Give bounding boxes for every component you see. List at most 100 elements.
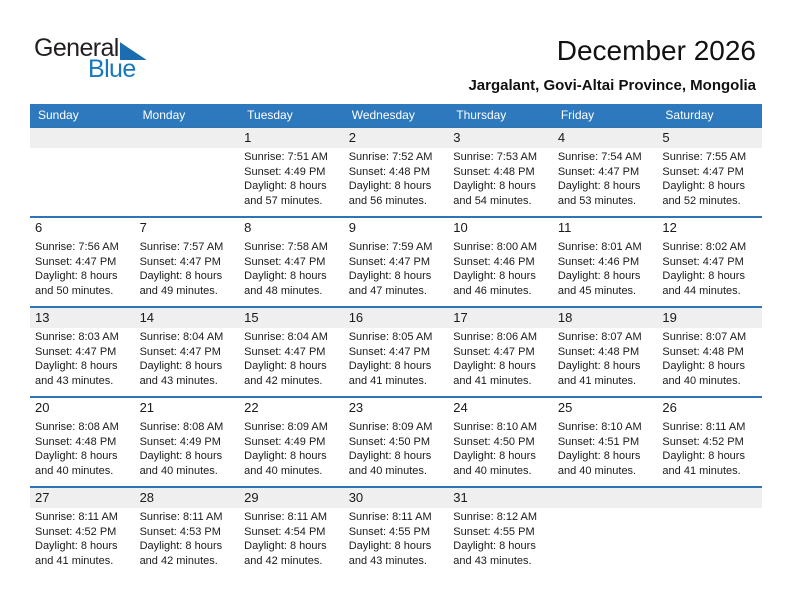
calendar: Sunday Monday Tuesday Wednesday Thursday Frid… bbox=[30, 104, 762, 574]
daylight1-text: Daylight: 8 hours bbox=[244, 450, 327, 462]
sunrise-text: Sunrise: 7:59 AM bbox=[348, 241, 433, 253]
daylight2-text: and 57 minutes. bbox=[244, 194, 323, 207]
day-cell-3: 3 Sunrise: 7:53 AM Sunset: 4:48 PM Daylight… bbox=[448, 128, 553, 216]
daylight2-text: and 40 minutes. bbox=[453, 464, 532, 477]
logo-text-blue: Blue bbox=[88, 55, 136, 83]
day-number: 10 bbox=[453, 220, 468, 235]
sun-info: Sunrise: 8:03 AM Sunset: 4:47 PM Daylight:… bbox=[30, 328, 135, 388]
day-cell-30: 30 Sunrise: 8:11 AM Sunset: 4:55 PM Dayligh… bbox=[343, 488, 449, 574]
day-number: 24 bbox=[453, 400, 468, 415]
day-number: 30 bbox=[343, 488, 449, 508]
general-blue-logo: General Blue bbox=[34, 36, 147, 82]
sunset-text: Sunset: 4:55 PM bbox=[348, 525, 431, 538]
daylight2-text: and 42 minutes. bbox=[244, 374, 323, 387]
sunset-text: Sunset: 4:53 PM bbox=[139, 525, 221, 538]
sun-info: Sunrise: 8:08 AM Sunset: 4:49 PM Daylight:… bbox=[135, 418, 240, 478]
sunset-text: Sunset: 4:55 PM bbox=[453, 525, 535, 538]
weekday-header-saturday: Saturday bbox=[665, 108, 714, 122]
sunrise-text: Sunrise: 8:03 AM bbox=[35, 331, 119, 343]
sunset-text: Sunset: 4:47 PM bbox=[662, 255, 744, 268]
day-cell-28: 28 Sunrise: 8:11 AM Sunset: 4:53 PM Dayligh… bbox=[134, 488, 240, 574]
sun-info: Sunrise: 7:58 AM Sunset: 4:47 PM Daylight:… bbox=[239, 238, 344, 298]
day-number: 5 bbox=[657, 128, 762, 148]
sunrise-text: Sunrise: 8:07 AM bbox=[557, 331, 642, 343]
day-cell-24: 24 Sunrise: 8:10 AM Sunset: 4:50 PM Dayligh… bbox=[448, 398, 553, 486]
weekday-header-friday: Friday bbox=[560, 108, 595, 122]
day-cell-15: 15 Sunrise: 8:04 AM Sunset: 4:47 PM Dayligh… bbox=[239, 308, 344, 396]
day-number: 28 bbox=[134, 488, 240, 508]
day-cell-25: 25 Sunrise: 8:10 AM Sunset: 4:51 PM Dayligh… bbox=[553, 398, 658, 486]
daylight2-text: and 50 minutes. bbox=[35, 284, 114, 297]
daylight2-text: and 43 minutes. bbox=[348, 554, 427, 567]
day-number: 16 bbox=[343, 308, 449, 328]
weekday-header-tuesday: Tuesday bbox=[247, 108, 293, 122]
day-cell-8: 8 Sunrise: 7:58 AM Sunset: 4:47 PM Daylight… bbox=[239, 218, 344, 306]
day-cell-4: 4 Sunrise: 7:54 AM Sunset: 4:47 PM Daylight… bbox=[552, 128, 658, 216]
sunrise-text: Sunrise: 8:11 AM bbox=[35, 511, 118, 523]
daylight1-text: Daylight: 8 hours bbox=[139, 540, 223, 552]
daylight1-text: Daylight: 8 hours bbox=[244, 270, 327, 282]
daylight2-text: and 44 minutes. bbox=[662, 284, 741, 297]
daylight1-text: Daylight: 8 hours bbox=[139, 450, 223, 462]
day-number: 14 bbox=[134, 308, 240, 328]
day-number: 22 bbox=[244, 400, 259, 415]
daylight1-text: Daylight: 8 hours bbox=[557, 180, 641, 192]
day-cell-2: 2 Sunrise: 7:52 AM Sunset: 4:48 PM Daylight… bbox=[343, 128, 449, 216]
day-number: 9 bbox=[348, 220, 356, 235]
daylight2-text: and 43 minutes. bbox=[139, 374, 218, 387]
day-number bbox=[657, 488, 762, 508]
daylight2-text: and 40 minutes. bbox=[557, 464, 637, 477]
daylight1-text: Daylight: 8 hours bbox=[557, 360, 641, 372]
empty-day-cell bbox=[552, 488, 658, 574]
sunset-text: Sunset: 4:46 PM bbox=[557, 255, 640, 268]
weekday-header-thursday: Thursday bbox=[456, 108, 507, 122]
day-cell-13: 13 Sunrise: 8:03 AM Sunset: 4:47 PM Dayligh… bbox=[30, 308, 135, 396]
day-number: 13 bbox=[30, 308, 135, 328]
daylight2-text: and 41 minutes. bbox=[662, 464, 741, 477]
sun-info: Sunrise: 8:02 AM Sunset: 4:47 PM Daylight:… bbox=[657, 238, 762, 298]
day-cell-9: 9 Sunrise: 7:59 AM Sunset: 4:47 PM Daylight… bbox=[344, 218, 449, 306]
day-number: 20 bbox=[35, 400, 50, 415]
weekday-header-monday: Monday bbox=[142, 108, 186, 122]
sun-info: Sunrise: 8:06 AM Sunset: 4:47 PM Daylight:… bbox=[448, 328, 553, 388]
daylight2-text: and 40 minutes. bbox=[35, 464, 114, 477]
sunset-text: Sunset: 4:47 PM bbox=[139, 345, 221, 358]
daylight1-text: Daylight: 8 hours bbox=[348, 180, 432, 192]
sun-info: Sunrise: 8:11 AM Sunset: 4:55 PM Daylight:… bbox=[344, 508, 449, 568]
sunrise-text: Sunrise: 8:09 AM bbox=[348, 421, 433, 433]
daylight2-text: and 40 minutes. bbox=[348, 464, 427, 477]
day-number: 18 bbox=[552, 308, 658, 328]
daylight1-text: Daylight: 8 hours bbox=[139, 360, 223, 372]
logo-text-general: General bbox=[34, 34, 119, 62]
daylight2-text: and 49 minutes. bbox=[139, 284, 218, 297]
sunrise-text: Sunrise: 8:11 AM bbox=[139, 511, 223, 523]
day-number: 1 bbox=[239, 128, 344, 148]
sunset-text: Sunset: 4:47 PM bbox=[348, 255, 431, 268]
week-row-5: 27 Sunrise: 8:11 AM Sunset: 4:52 PM Dayligh… bbox=[30, 486, 762, 574]
daylight1-text: Daylight: 8 hours bbox=[662, 270, 745, 282]
sunrise-text: Sunrise: 8:11 AM bbox=[662, 421, 746, 433]
empty-day-cell bbox=[30, 128, 135, 216]
sun-info: Sunrise: 8:00 AM Sunset: 4:46 PM Daylight:… bbox=[448, 238, 553, 298]
day-number: 2 bbox=[343, 128, 449, 148]
sunrise-text: Sunrise: 8:09 AM bbox=[244, 421, 328, 433]
daylight1-text: Daylight: 8 hours bbox=[662, 180, 745, 192]
sunrise-text: Sunrise: 8:04 AM bbox=[139, 331, 224, 343]
daylight1-text: Daylight: 8 hours bbox=[35, 360, 118, 372]
sunset-text: Sunset: 4:52 PM bbox=[35, 525, 117, 538]
sunset-text: Sunset: 4:47 PM bbox=[244, 345, 326, 358]
day-cell-22: 22 Sunrise: 8:09 AM Sunset: 4:49 PM Dayligh… bbox=[239, 398, 344, 486]
daylight2-text: and 40 minutes. bbox=[139, 464, 218, 477]
sun-info: Sunrise: 8:11 AM Sunset: 4:52 PM Daylight:… bbox=[657, 418, 762, 478]
daylight1-text: Daylight: 8 hours bbox=[557, 450, 641, 462]
daylight2-text: and 52 minutes. bbox=[662, 194, 741, 207]
day-cell-7: 7 Sunrise: 7:57 AM Sunset: 4:47 PM Daylight… bbox=[135, 218, 240, 306]
sunrise-text: Sunrise: 8:10 AM bbox=[453, 421, 538, 433]
day-number: 8 bbox=[244, 220, 252, 235]
day-cell-20: 20 Sunrise: 8:08 AM Sunset: 4:48 PM Dayligh… bbox=[30, 398, 135, 486]
sunrise-text: Sunrise: 8:08 AM bbox=[35, 421, 119, 433]
sunset-text: Sunset: 4:54 PM bbox=[244, 525, 326, 538]
day-number: 4 bbox=[552, 128, 658, 148]
daylight1-text: Daylight: 8 hours bbox=[453, 540, 536, 552]
empty-day-cell bbox=[657, 488, 762, 574]
